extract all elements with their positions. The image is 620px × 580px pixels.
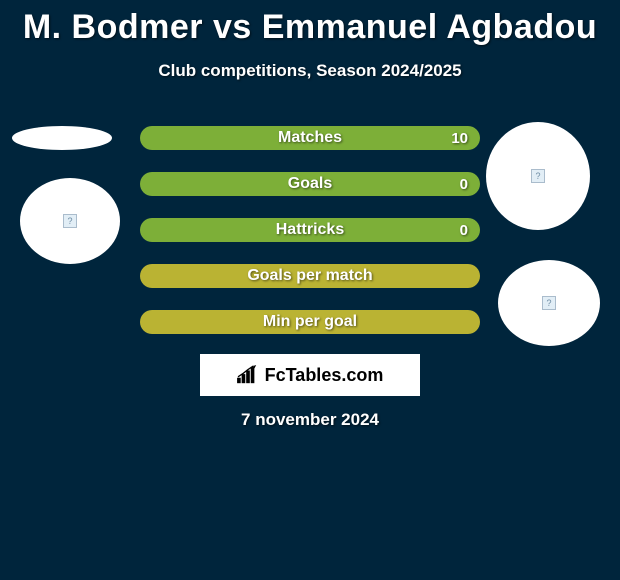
stat-right-value: 10 bbox=[451, 130, 468, 147]
page-subtitle: Club competitions, Season 2024/2025 bbox=[0, 61, 620, 81]
stat-right-value: 0 bbox=[460, 176, 468, 193]
stat-row: Goals per match bbox=[140, 264, 480, 288]
stat-row: Min per goal bbox=[140, 310, 480, 334]
bar-chart-icon bbox=[237, 365, 259, 385]
player-right-avatar-1: ? bbox=[486, 122, 590, 230]
page-title: M. Bodmer vs Emmanuel Agbadou bbox=[0, 0, 620, 47]
stat-row: Goals 0 bbox=[140, 172, 480, 196]
stats-container: Matches 10 Goals 0 Hattricks 0 Goals per… bbox=[140, 126, 480, 356]
stat-label: Min per goal bbox=[263, 313, 357, 331]
player-right-avatar-2: ? bbox=[498, 260, 600, 346]
stat-label: Matches bbox=[278, 129, 342, 147]
date-text: 7 november 2024 bbox=[0, 410, 620, 430]
image-placeholder-icon: ? bbox=[531, 169, 545, 183]
stat-right-value: 0 bbox=[460, 222, 468, 239]
stat-label: Hattricks bbox=[276, 221, 344, 239]
player-left-avatar: ? bbox=[20, 178, 120, 264]
image-placeholder-icon: ? bbox=[63, 214, 77, 228]
stat-row: Hattricks 0 bbox=[140, 218, 480, 242]
stat-label: Goals per match bbox=[247, 267, 372, 285]
image-placeholder-icon: ? bbox=[542, 296, 556, 310]
stat-row: Matches 10 bbox=[140, 126, 480, 150]
player-left-ellipse bbox=[12, 126, 112, 150]
stat-label: Goals bbox=[288, 175, 332, 193]
logo-text: FcTables.com bbox=[265, 365, 384, 386]
logo-box: FcTables.com bbox=[200, 354, 420, 396]
